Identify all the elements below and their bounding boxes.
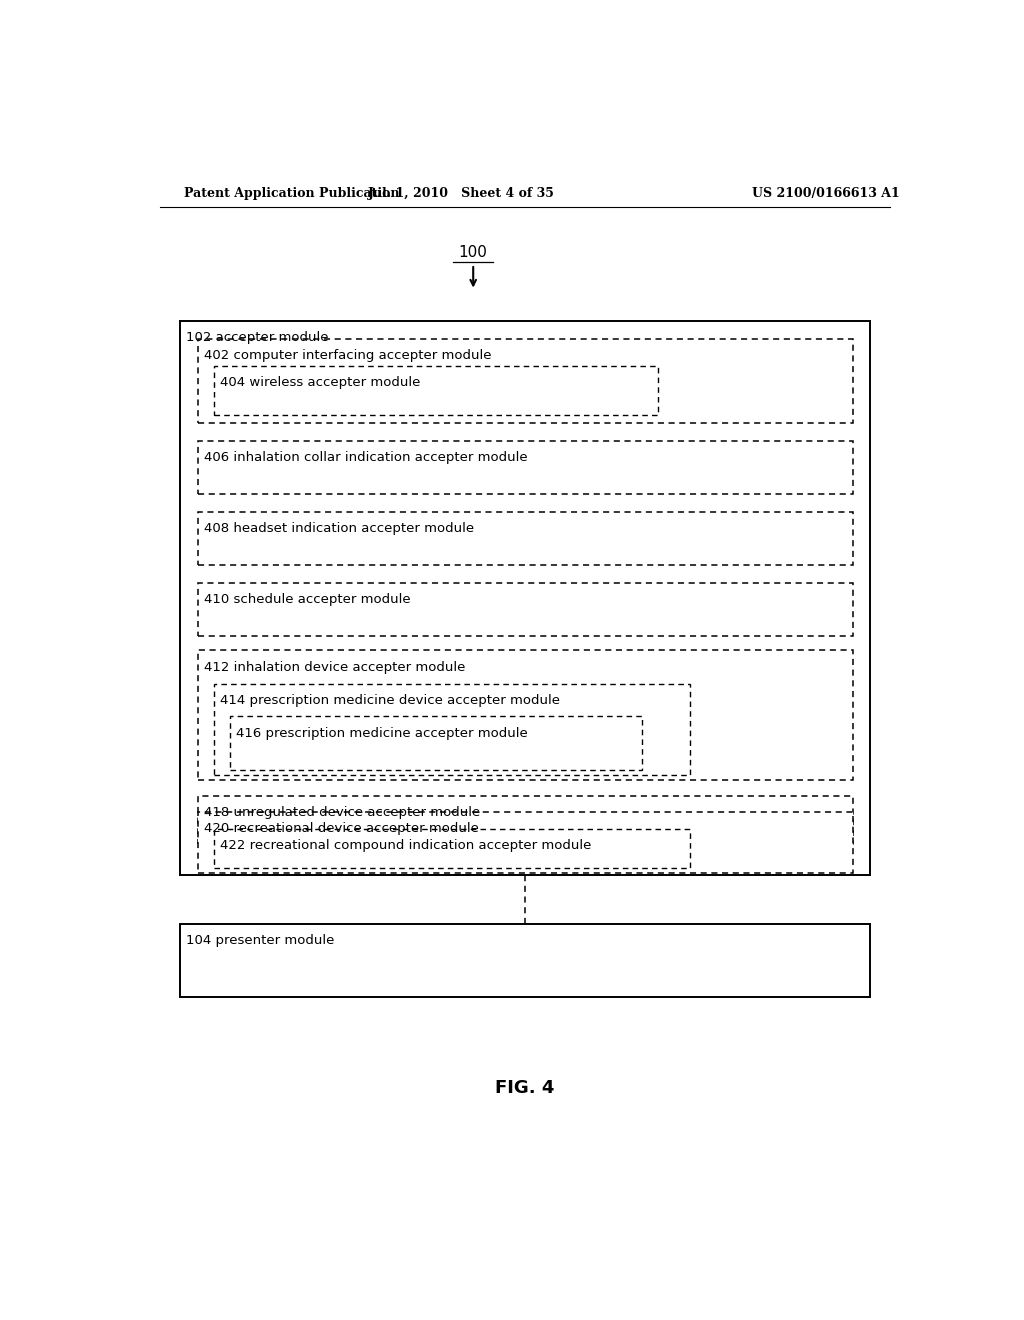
Text: 416 prescription medicine accepter module: 416 prescription medicine accepter modul… [236,726,527,739]
FancyBboxPatch shape [214,366,658,414]
Text: 410 schedule accepter module: 410 schedule accepter module [204,594,411,606]
FancyBboxPatch shape [198,812,853,873]
FancyBboxPatch shape [198,441,853,494]
Text: 408 headset indication accepter module: 408 headset indication accepter module [204,523,474,536]
Text: 422 recreational compound indication accepter module: 422 recreational compound indication acc… [220,840,592,853]
Text: 402 computer interfacing accepter module: 402 computer interfacing accepter module [204,350,492,363]
Text: Jul. 1, 2010   Sheet 4 of 35: Jul. 1, 2010 Sheet 4 of 35 [368,187,555,201]
FancyBboxPatch shape [198,512,853,565]
Text: 104 presenter module: 104 presenter module [186,935,334,946]
FancyBboxPatch shape [198,339,853,422]
Text: 102 accepter module: 102 accepter module [186,331,329,345]
Text: 414 prescription medicine device accepter module: 414 prescription medicine device accepte… [220,694,560,708]
Text: 404 wireless accepter module: 404 wireless accepter module [220,376,421,389]
FancyBboxPatch shape [198,796,853,845]
Text: US 2100/0166613 A1: US 2100/0166613 A1 [753,187,900,201]
FancyBboxPatch shape [214,829,690,867]
FancyBboxPatch shape [198,651,853,780]
FancyBboxPatch shape [198,583,853,636]
Text: 420 recreational device accepter module: 420 recreational device accepter module [204,822,479,836]
FancyBboxPatch shape [214,684,690,775]
Text: 100: 100 [459,246,487,260]
Text: FIG. 4: FIG. 4 [496,1080,554,1097]
FancyBboxPatch shape [229,717,642,771]
Text: Patent Application Publication: Patent Application Publication [183,187,399,201]
FancyBboxPatch shape [179,924,870,997]
FancyBboxPatch shape [179,321,870,875]
Text: 412 inhalation device accepter module: 412 inhalation device accepter module [204,660,466,673]
Text: 418 unregulated device accepter module: 418 unregulated device accepter module [204,805,480,818]
Text: 406 inhalation collar indication accepter module: 406 inhalation collar indication accepte… [204,451,527,465]
